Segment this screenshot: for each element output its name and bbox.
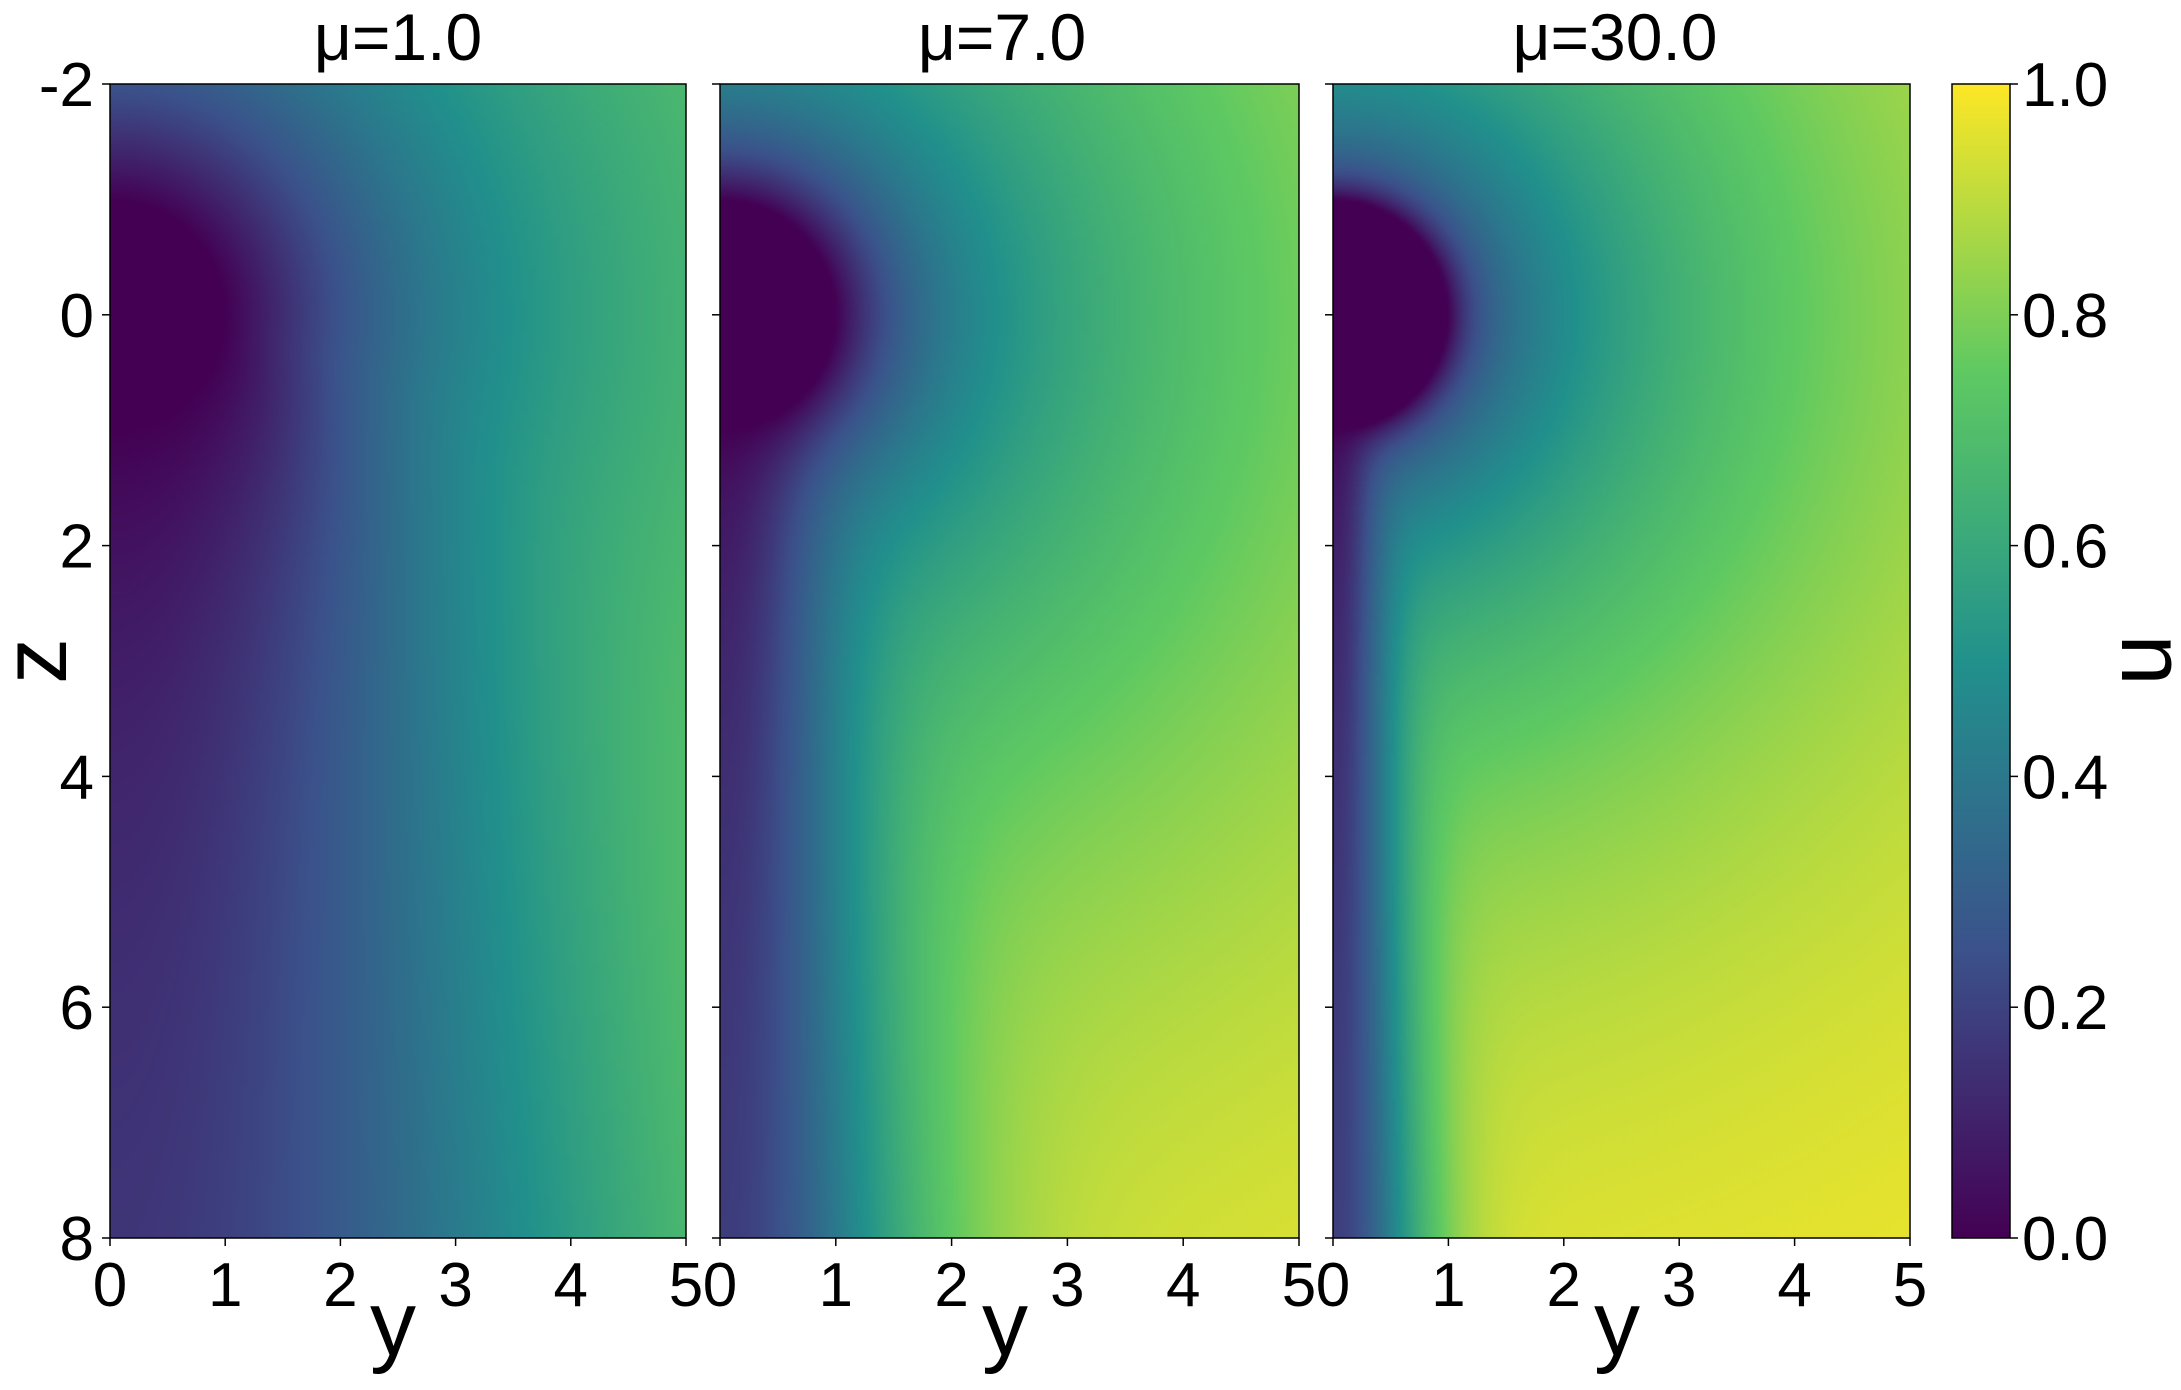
colorbar-tick-label: 0.8 (2022, 282, 2108, 351)
x-ticks: 0 1 2 3 4 5 (1316, 1238, 1927, 1320)
x-tick-label: 4 (1166, 1251, 1200, 1320)
y-tick-label: 4 (60, 743, 94, 812)
y-ticks (712, 83, 720, 1239)
y-tick-label: -2 (39, 51, 94, 120)
panel-title: μ=30.0 (1512, 0, 1717, 74)
panel-mu-1: μ=1.0 0 1 2 3 4 5 -2 0 2 4 6 8 y z (0, 0, 703, 1375)
x-tick-label: 2 (934, 1251, 968, 1320)
x-tick-label: 1 (819, 1251, 853, 1320)
x-ticks: 0 1 2 3 4 5 (703, 1238, 1316, 1320)
x-tick-label: 2 (1547, 1251, 1581, 1320)
axes-frame (1332, 83, 1911, 1239)
x-tick-label: 3 (438, 1251, 472, 1320)
panel-mu-7: μ=7.0 0 1 2 3 4 5 y (703, 0, 1316, 1375)
heatmap-image (110, 84, 686, 1238)
x-axis-label: y (982, 1273, 1028, 1375)
x-tick-label: 0 (703, 1251, 737, 1320)
x-tick-label: 0 (1316, 1251, 1350, 1320)
x-tick-label: 3 (1662, 1251, 1696, 1320)
x-ticks: 0 1 2 3 4 5 (93, 1238, 703, 1320)
x-tick-label: 3 (1050, 1251, 1084, 1320)
x-axis-label: y (370, 1273, 416, 1375)
y-tick-label: 2 (60, 513, 94, 582)
heatmap-image (720, 84, 1299, 1238)
y-axis-label: z (0, 638, 86, 684)
x-tick-label: 5 (1282, 1251, 1316, 1320)
y-tick-label: 8 (60, 1205, 94, 1274)
colorbar-tick-label: 0.2 (2022, 974, 2108, 1043)
colorbar-tick-label: 0.6 (2022, 513, 2108, 582)
x-tick-label: 4 (1777, 1251, 1811, 1320)
axes-frame (109, 83, 687, 1239)
x-tick-label: 4 (554, 1251, 588, 1320)
y-tick-label: 0 (60, 282, 94, 351)
colorbar-tick-label: 0.0 (2022, 1205, 2108, 1274)
y-ticks: -2 0 2 4 6 8 (39, 51, 110, 1274)
x-axis-label: y (1594, 1273, 1640, 1375)
axes-frame (719, 83, 1300, 1239)
x-tick-label: 1 (1431, 1251, 1465, 1320)
colorbar-ticks: 0.0 0.2 0.4 0.6 0.8 1.0 (2010, 51, 2108, 1274)
x-tick-label: 0 (93, 1251, 127, 1320)
x-tick-label: 2 (323, 1251, 357, 1320)
colorbar-tick-label: 1.0 (2022, 51, 2108, 120)
heatmap-image (1333, 84, 1910, 1238)
x-tick-label: 5 (669, 1251, 703, 1320)
x-tick-label: 5 (1893, 1251, 1927, 1320)
colorbar-gradient (1951, 83, 2011, 1239)
y-tick-label: 6 (60, 974, 94, 1043)
colorbar-tick-label: 0.4 (2022, 743, 2108, 812)
panel-mu-30: μ=30.0 0 1 2 3 4 5 y (1316, 0, 1927, 1375)
colorbar: 0.0 0.2 0.4 0.6 0.8 1.0 n (1951, 51, 2181, 1274)
panel-title: μ=7.0 (918, 0, 1086, 74)
colorbar-label: n (2102, 634, 2181, 685)
x-tick-label: 1 (208, 1251, 242, 1320)
panel-title: μ=1.0 (314, 0, 482, 74)
y-ticks (1325, 83, 1333, 1239)
